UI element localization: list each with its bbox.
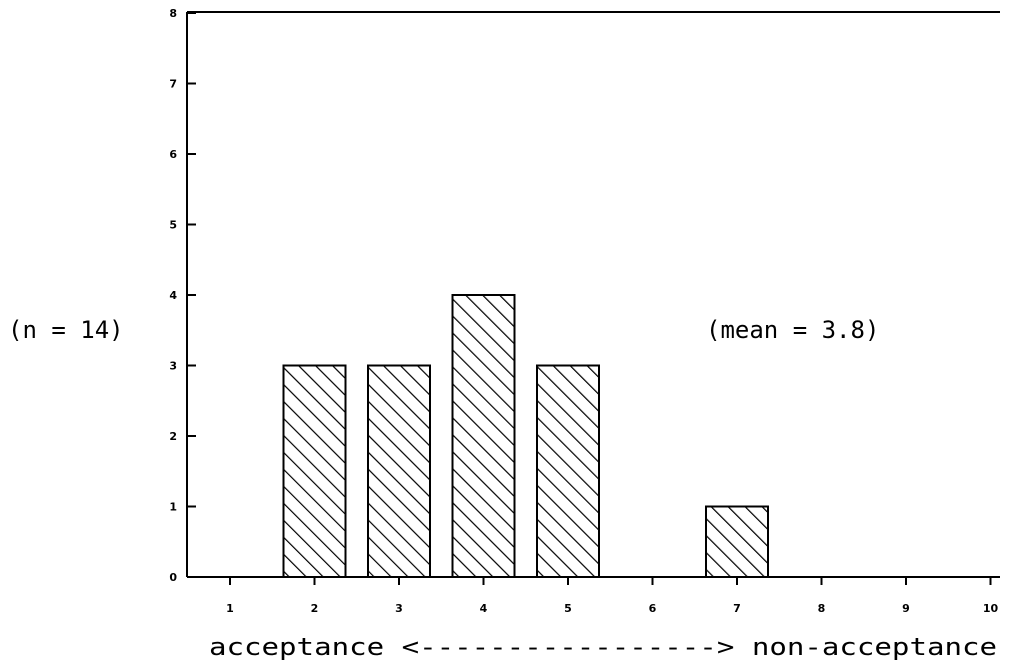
bar-4 [451, 294, 516, 578]
y-tick-label: 4 [169, 289, 177, 302]
x-tick-label: 6 [649, 602, 657, 615]
bar-2 [282, 364, 347, 578]
x-tick-label: 3 [395, 602, 403, 615]
bar-7 [705, 505, 769, 578]
mean-label: (mean = 3.8) [706, 316, 879, 344]
bars-group [282, 294, 769, 578]
y-tick-label: 6 [169, 148, 177, 161]
y-tick-label: 3 [169, 360, 177, 373]
x-tick-label: 8 [818, 602, 826, 615]
y-tick-label: 1 [169, 501, 177, 514]
x-ticks-group: 1 2 3 4 5 6 7 8 9 10 [226, 577, 998, 615]
x-axis-label: acceptance <-----------------> non-accep… [209, 633, 997, 661]
x-tick-label: 10 [983, 602, 999, 615]
y-ticks-group: 0 1 2 3 4 5 6 7 8 [169, 7, 196, 584]
x-tick-label: 2 [311, 602, 319, 615]
bar-5 [536, 364, 600, 578]
y-tick-label: 0 [169, 571, 177, 584]
y-tick-label: 2 [169, 430, 177, 443]
x-tick-label: 1 [226, 602, 234, 615]
bar-3 [367, 364, 431, 578]
n-label: (n = 14) [8, 316, 124, 344]
x-tick-label: 9 [902, 602, 910, 615]
x-tick-label: 5 [564, 602, 572, 615]
y-tick-label: 8 [169, 7, 177, 20]
x-tick-label: 7 [733, 602, 741, 615]
x-tick-label: 4 [480, 602, 488, 615]
y-tick-label: 7 [169, 78, 177, 91]
y-tick-label: 5 [169, 219, 177, 232]
